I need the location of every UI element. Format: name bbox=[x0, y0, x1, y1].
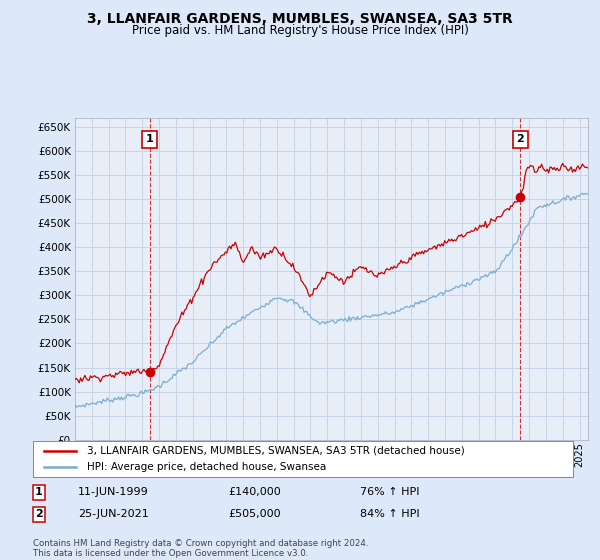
Text: 3, LLANFAIR GARDENS, MUMBLES, SWANSEA, SA3 5TR: 3, LLANFAIR GARDENS, MUMBLES, SWANSEA, S… bbox=[87, 12, 513, 26]
Text: Price paid vs. HM Land Registry's House Price Index (HPI): Price paid vs. HM Land Registry's House … bbox=[131, 24, 469, 37]
Text: 11-JUN-1999: 11-JUN-1999 bbox=[78, 487, 149, 497]
Text: 1: 1 bbox=[35, 487, 43, 497]
Text: 76% ↑ HPI: 76% ↑ HPI bbox=[360, 487, 419, 497]
Text: 84% ↑ HPI: 84% ↑ HPI bbox=[360, 509, 419, 519]
Text: 2: 2 bbox=[35, 509, 43, 519]
Text: £140,000: £140,000 bbox=[228, 487, 281, 497]
Text: 1: 1 bbox=[146, 134, 154, 144]
Text: 3, LLANFAIR GARDENS, MUMBLES, SWANSEA, SA3 5TR (detached house): 3, LLANFAIR GARDENS, MUMBLES, SWANSEA, S… bbox=[87, 446, 465, 456]
Text: 25-JUN-2021: 25-JUN-2021 bbox=[78, 509, 149, 519]
Text: HPI: Average price, detached house, Swansea: HPI: Average price, detached house, Swan… bbox=[87, 462, 326, 472]
Text: 2: 2 bbox=[517, 134, 524, 144]
Text: Contains HM Land Registry data © Crown copyright and database right 2024.
This d: Contains HM Land Registry data © Crown c… bbox=[33, 539, 368, 558]
Text: £505,000: £505,000 bbox=[228, 509, 281, 519]
